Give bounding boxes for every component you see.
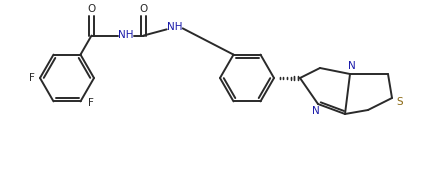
Text: O: O — [88, 4, 96, 14]
Text: S: S — [397, 97, 403, 107]
Text: O: O — [139, 4, 148, 14]
Text: N: N — [348, 61, 356, 71]
Text: NH: NH — [118, 30, 133, 40]
Text: F: F — [88, 98, 94, 108]
Text: F: F — [29, 73, 35, 83]
Text: NH: NH — [167, 22, 182, 32]
Text: N: N — [312, 106, 320, 116]
